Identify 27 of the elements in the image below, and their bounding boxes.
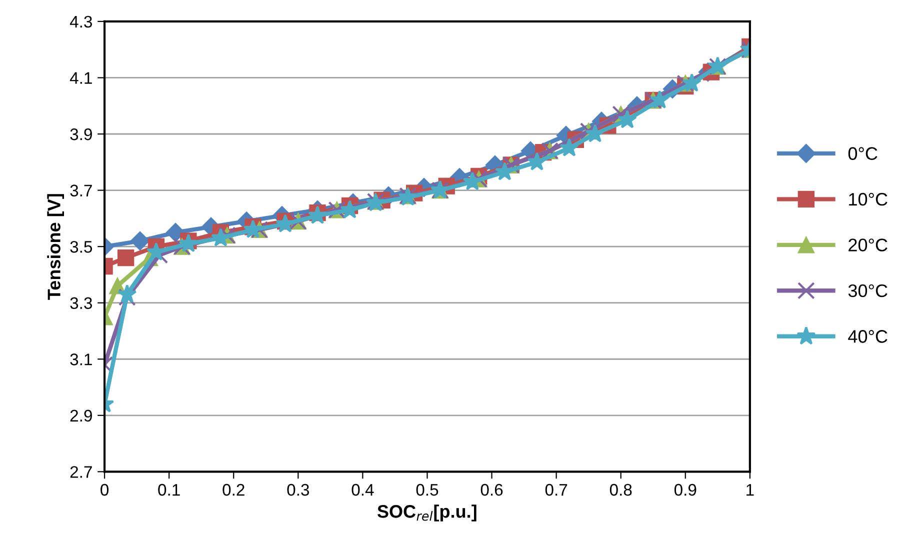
legend-label: 40°C <box>848 330 888 343</box>
x-tick-label: 0.3 <box>287 484 310 496</box>
x-tick-label: 0.5 <box>416 484 438 496</box>
y-tick-label: 4.3 <box>70 16 92 28</box>
y-tick-label: 3.7 <box>70 184 92 196</box>
legend-label: 10°C <box>849 192 888 206</box>
x-tick-label: 1 <box>746 484 754 496</box>
y-tick-label: 2.7 <box>70 466 92 478</box>
x-tick-label: 0.4 <box>352 484 374 496</box>
y-axis-title: Tensione [V] <box>47 194 64 300</box>
y-tick-label: 3.3 <box>70 297 92 310</box>
x-tick-label: 0.1 <box>158 484 180 496</box>
y-tick-label: 4.1 <box>70 72 92 84</box>
y-tick-label: 3.1 <box>70 354 92 366</box>
y-tick-label: 2.9 <box>70 410 92 422</box>
x-tick-label: 0.6 <box>480 484 503 496</box>
legend-label: 20°C <box>848 238 888 252</box>
y-tick-label: 3.9 <box>70 128 92 140</box>
x-tick-label: 0 <box>100 484 109 496</box>
legend-label: 0°C <box>848 147 878 160</box>
x-tick-label: 0.7 <box>545 484 568 496</box>
y-tick-label: 3.5 <box>70 240 92 253</box>
legend-label: 30°C <box>848 284 888 298</box>
x-axis-title: SOC$_{rel}$[p.u.] <box>377 504 476 522</box>
x-tick-label: 0.9 <box>674 484 696 496</box>
x-tick-label: 0.8 <box>610 484 632 496</box>
x-tick-label: 0.2 <box>222 484 244 496</box>
